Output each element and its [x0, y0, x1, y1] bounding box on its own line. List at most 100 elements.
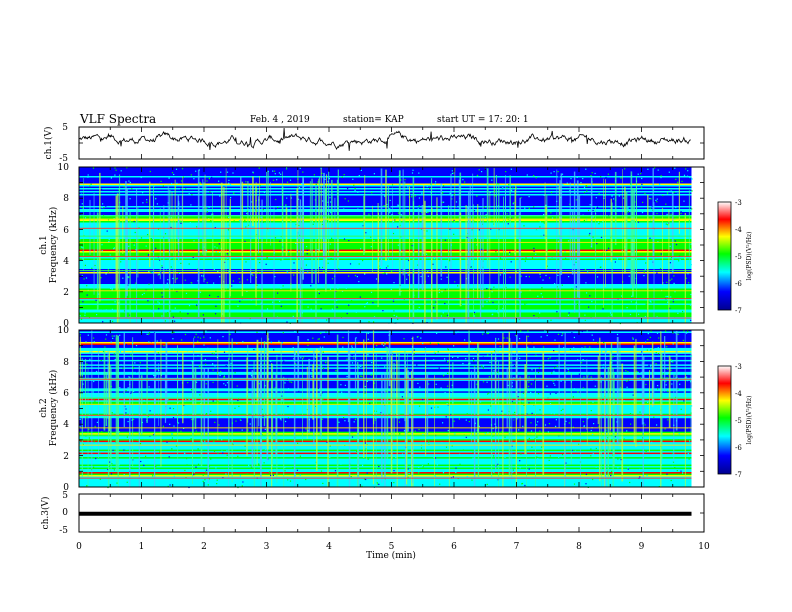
spectrogram-streak: [388, 330, 391, 387]
spectrogram-speckle: [126, 448, 128, 450]
spectrogram-streak: [495, 175, 497, 239]
spectrogram-speckle: [195, 333, 197, 335]
spectrogram-speckle: [165, 463, 167, 465]
spectrogram-speckle: [589, 295, 591, 297]
spectrogram-speckle: [556, 365, 558, 367]
spectrogram-speckle: [627, 468, 629, 470]
spectrogram-speckle: [292, 448, 294, 450]
spectrogram-speckle: [549, 403, 552, 405]
spectrogram-speckle: [298, 390, 300, 392]
spectrogram-band: [79, 282, 692, 285]
spectrogram-speckle: [370, 291, 373, 293]
spectrogram-speckle: [114, 174, 116, 176]
spectrogram-speckle: [542, 279, 544, 281]
ch1-cb-tick-m4: -4: [735, 226, 742, 234]
spectrogram-speckle: [560, 380, 562, 382]
spectrogram-speckle: [111, 335, 113, 337]
spectrogram-speckle: [667, 224, 669, 226]
spectrogram-speckle: [373, 316, 376, 318]
spectrogram-speckle: [276, 316, 279, 318]
spectrogram-band: [79, 269, 692, 271]
spectrogram-speckle: [464, 463, 466, 465]
spectrogram-speckle: [660, 175, 662, 177]
spectrogram-speckle: [192, 256, 194, 258]
spectrogram-streak: [668, 209, 670, 323]
spectrogram-speckle: [228, 182, 230, 184]
spectrogram-speckle: [318, 292, 320, 295]
spectrogram-speckle: [360, 169, 362, 171]
spectrogram-speckle: [84, 295, 86, 297]
spectrogram-speckle: [256, 210, 258, 212]
spectrogram-speckle: [313, 271, 316, 273]
spectrogram-line: [79, 218, 692, 220]
spectrogram-speckle: [412, 169, 414, 171]
xtick-5: 5: [389, 542, 395, 552]
spectrogram-speckle: [378, 465, 380, 468]
spectrogram-speckle: [205, 469, 208, 471]
spectrogram-streak: [664, 336, 666, 392]
spectrogram-speckle: [578, 373, 580, 375]
spectrogram-streak: [363, 195, 365, 255]
spectrogram-speckle: [486, 483, 488, 485]
spectrogram-speckle: [81, 246, 83, 248]
spectrogram-speckle: [601, 351, 603, 353]
spectrogram-band: [79, 308, 692, 310]
spectrogram-speckle: [131, 216, 133, 218]
spectrogram-speckle: [307, 339, 309, 341]
spectrogram-speckle: [302, 171, 304, 173]
spectrogram-streak: [516, 334, 518, 420]
spectrogram-speckle: [666, 213, 668, 215]
spectrogram-speckle: [656, 332, 659, 334]
spectrogram-speckle: [680, 349, 682, 351]
spectrogram-speckle: [96, 421, 98, 423]
spectrogram-speckle: [358, 281, 360, 283]
spectrogram-speckle: [318, 291, 320, 293]
spectrogram-speckle: [345, 287, 347, 289]
spectrogram-speckle: [315, 369, 317, 371]
spectrogram-streak: [503, 196, 504, 323]
spectrogram-speckle: [426, 230, 428, 232]
spectrogram-speckle: [270, 341, 272, 343]
spectrogram-speckle: [662, 377, 664, 379]
spectrogram-speckle: [212, 381, 214, 383]
spectrogram-streak: [267, 170, 269, 233]
spectrogram-speckle: [272, 474, 274, 476]
spectrogram-speckle: [413, 354, 415, 356]
spectrogram-speckle: [354, 418, 357, 421]
spectrogram-streak: [619, 341, 621, 449]
spectrogram-speckle: [358, 366, 360, 368]
spectrogram-speckle: [161, 315, 163, 317]
spectrogram-speckle: [113, 353, 115, 355]
spectrogram-streak: [621, 363, 624, 482]
spectrogram-speckle: [171, 332, 173, 334]
spectrogram-streak: [154, 332, 156, 405]
spectrogram-speckle: [222, 288, 224, 290]
spectrogram-speckle: [666, 368, 669, 370]
spectrogram-speckle: [551, 217, 554, 219]
spectrogram-speckle: [107, 219, 110, 221]
spectrogram-speckle: [554, 283, 556, 285]
spectrogram-speckle: [445, 394, 447, 396]
spectrogram-speckle: [464, 181, 466, 183]
spectrogram-speckle: [424, 348, 426, 350]
spectrogram-speckle: [677, 312, 679, 314]
spectrogram-speckle: [171, 448, 173, 450]
spectrogram-speckle: [636, 370, 638, 373]
spectrogram-speckle: [297, 394, 299, 396]
ch2-cb-tick-m3: -3: [735, 363, 742, 371]
spectrogram-speckle: [300, 357, 302, 359]
spectrogram-speckle: [675, 178, 677, 180]
spectrogram-speckle: [109, 254, 111, 256]
spectrogram-speckle: [307, 430, 309, 432]
spectrogram-speckle: [208, 428, 210, 430]
spectrogram-speckle: [676, 470, 678, 472]
spectrogram-speckle: [528, 207, 530, 210]
spectrogram-speckle: [195, 430, 197, 432]
spectrogram-speckle: [524, 260, 526, 262]
spectrogram-speckle: [259, 262, 261, 264]
spectrogram-speckle: [422, 466, 424, 468]
spectrogram-speckle: [94, 264, 96, 267]
spectrogram-streak: [205, 184, 207, 259]
spectrogram-speckle: [576, 303, 578, 306]
spectrogram-speckle: [328, 178, 330, 180]
